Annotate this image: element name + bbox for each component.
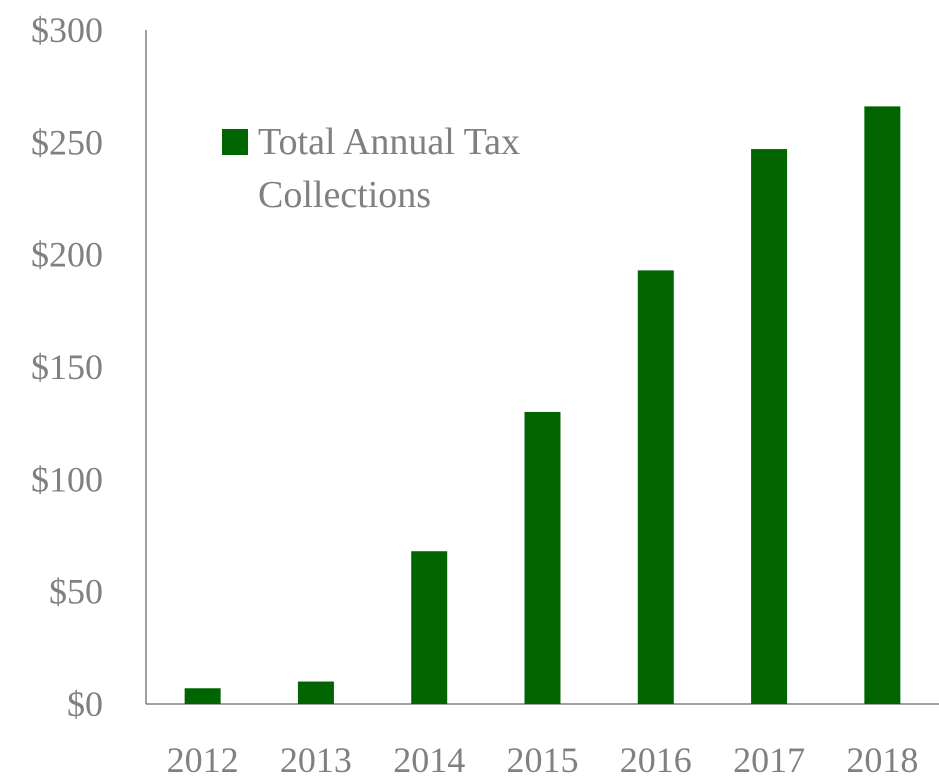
legend: Total Annual Tax Collections: [222, 121, 520, 216]
legend-label-line-2: Collections: [258, 174, 431, 216]
x-tick-label: 2015: [507, 740, 579, 779]
x-tick-label: 2012: [167, 740, 239, 779]
y-tick-label: $100: [31, 459, 103, 499]
bar-2013: [297, 681, 334, 704]
bar-2017: [751, 149, 788, 704]
x-tick-label: 2016: [620, 740, 692, 779]
bar-2014: [411, 551, 448, 704]
bar-2012: [184, 688, 221, 704]
legend-label-line-1: Total Annual Tax: [258, 121, 520, 163]
x-tick-label: 2013: [280, 740, 352, 779]
legend-swatch: [222, 129, 248, 155]
x-tick-label: 2018: [846, 740, 918, 779]
y-tick-label: $50: [49, 572, 103, 612]
bar-series: [184, 106, 901, 705]
y-tick-label: $0: [67, 684, 103, 724]
y-tick-label: $200: [31, 235, 103, 275]
y-axis: $0 $50 $100 $150 $200 $250 $300: [31, 10, 147, 724]
bar-2016: [637, 270, 674, 704]
x-tick-label: 2014: [393, 740, 465, 779]
y-tick-label: $300: [31, 10, 103, 50]
bar-2018: [864, 106, 901, 705]
y-tick-label: $250: [31, 122, 103, 162]
y-tick-label: $150: [31, 347, 103, 387]
bar-2015: [524, 411, 561, 704]
x-tick-label: 2017: [733, 740, 805, 779]
x-axis: 2012 2013 2014 2015 2016 2017 2018: [146, 703, 939, 779]
